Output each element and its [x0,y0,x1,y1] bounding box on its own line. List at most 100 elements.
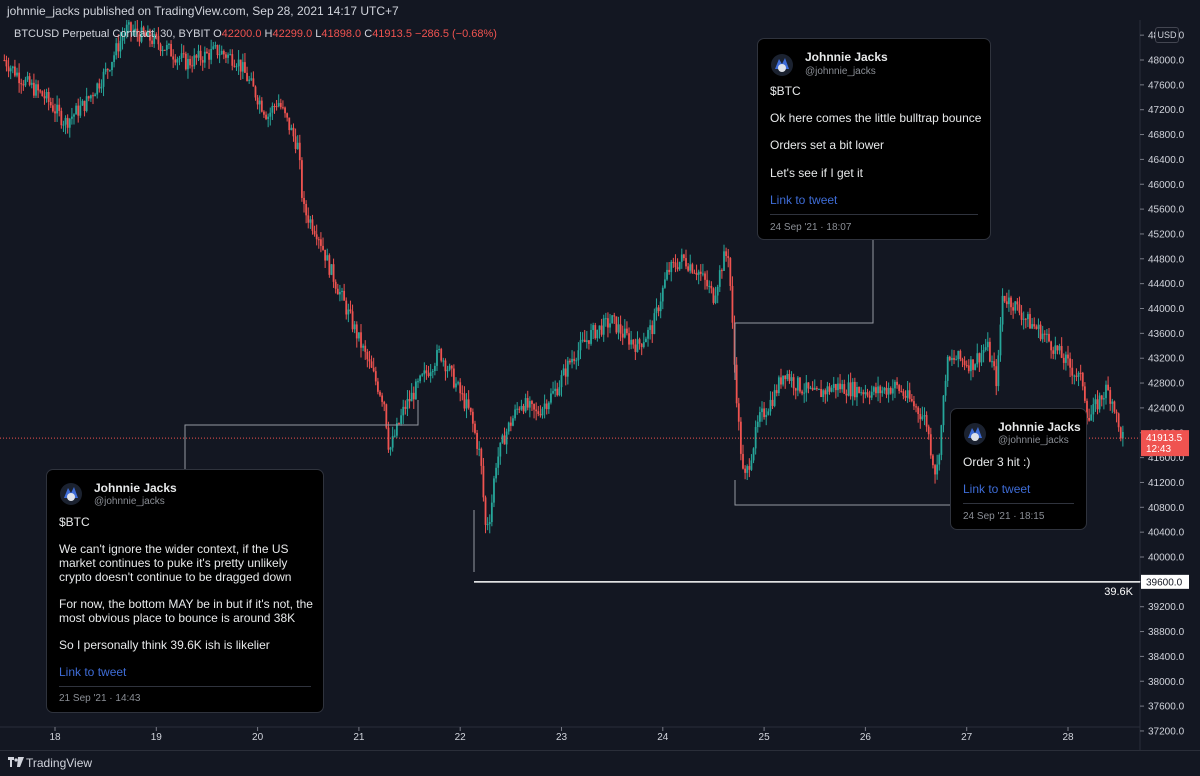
candle-body [1056,345,1059,351]
candle-body [389,447,392,450]
candle-body [1100,395,1103,400]
candle-body [32,82,35,96]
candle-body [1012,307,1015,311]
candle-body [607,318,609,328]
candle-body [636,339,639,352]
y-tick-label: 40800.0 [1148,503,1185,514]
candle-body [81,100,84,106]
y-tick-label: 46400.0 [1148,155,1185,166]
candle-body [986,341,989,348]
candle-body [758,412,761,422]
candle-body [799,377,801,392]
candle-body [1081,372,1084,387]
candle-body [366,351,369,360]
candle-body [385,404,388,428]
tweet-link[interactable]: Link to tweet [963,482,1031,496]
candle-body [619,324,622,334]
candle-body [547,402,550,410]
candle-body [495,467,497,479]
candle-body [1121,432,1124,439]
candle-body [279,102,282,108]
open-label: O [213,28,222,40]
candle-body [442,360,445,362]
candle-body [558,387,561,396]
tweet-author-handle: @johnnie_jacks [94,496,165,507]
candle-body [720,270,723,272]
currency-button[interactable]: USD [1155,27,1179,43]
candle-body [535,409,538,412]
candle-body [782,375,784,385]
candle-body [45,91,48,99]
candle-body [539,413,542,416]
candle-body [77,105,80,116]
candle-body [28,76,31,85]
candle-body [1018,304,1021,313]
candle-body [87,96,90,99]
candle-body [913,401,915,407]
tweet-link[interactable]: Link to tweet [770,193,838,207]
candle-body [685,258,687,267]
candle-body [976,353,979,365]
candle-body [697,271,700,275]
candle-body [632,339,635,345]
candle-body [566,360,569,377]
candle-body [708,285,711,287]
tweet-card-wider-context[interactable]: Johnnie Jacks @johnnie_jacks $BTC We can… [46,469,324,713]
candle-body [980,352,983,363]
candle-body [153,33,156,44]
y-tick-label: 44400.0 [1148,279,1185,290]
candle-body [22,84,25,86]
candle-body [649,325,652,330]
tweet-author-name: Johnnie Jacks [998,420,1081,434]
candle-body [807,382,810,389]
candle-body [229,54,232,56]
candle-body [104,68,107,72]
candle-body [651,325,654,335]
candle-body [94,94,96,97]
candle-body [883,387,886,391]
candle-body [1102,398,1105,400]
candle-body [267,116,270,120]
candle-body [237,59,240,67]
candle-body [647,329,649,339]
candle-body [239,59,242,72]
tweet-card-order-hit[interactable]: Johnnie Jacks @johnnie_jacks Order 3 hit… [950,408,1087,530]
candle-body [645,338,647,343]
candle-body [1111,401,1114,404]
candle-body [902,391,905,396]
candle-body [197,50,200,58]
candle-body [904,395,907,398]
tweet-link[interactable]: Link to tweet [59,665,127,679]
candle-body [121,36,124,41]
candle-body [157,36,160,45]
candle-body [858,386,860,393]
candle-body [393,435,396,437]
candle-body [144,33,147,37]
candle-body [206,51,208,54]
tweet-date: 24 Sep '21 · 18:07 [770,222,852,233]
candle-body [277,102,280,107]
candle-body [395,423,398,436]
candle-body [898,385,901,391]
candle-body [596,329,599,339]
candle-body [404,406,407,409]
x-tick-label: 26 [860,732,872,743]
tweet-card-bulltrap[interactable]: Johnnie Jacks @johnnie_jacks $BTC Ok her… [757,38,991,240]
candle-body [260,100,263,112]
candle-body [149,30,151,41]
candle-body [695,273,698,275]
candle-body [609,323,611,328]
candle-body [965,365,968,367]
candle-body [3,60,6,61]
candle-body [613,315,616,317]
candle-body [155,33,158,37]
candle-body [320,239,322,246]
candle-body [43,96,46,99]
candle-body [765,414,768,418]
candle-body [436,350,438,366]
candle-body [879,386,882,394]
candle-body [856,386,858,398]
y-tick-label: 42400.0 [1148,403,1185,414]
candle-body [66,117,69,128]
